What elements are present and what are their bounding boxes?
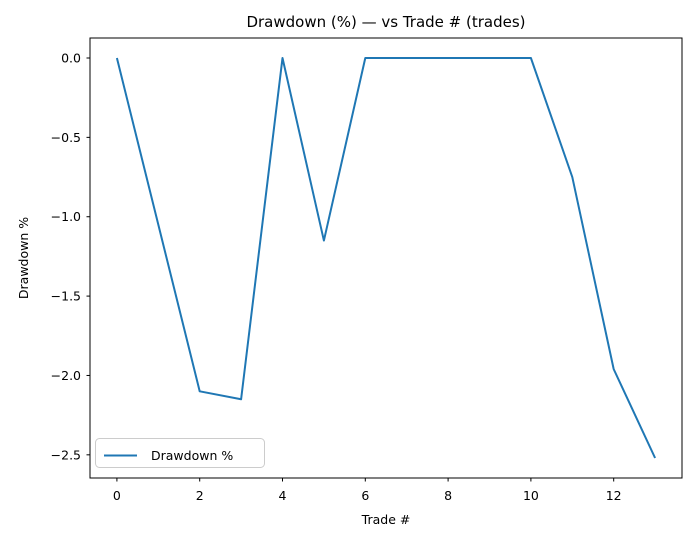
x-tick-label: 2 (196, 488, 204, 503)
y-tick-label: −0.5 (51, 130, 81, 145)
x-axis-label: Trade # (361, 512, 411, 527)
y-tick-label: −2.5 (51, 447, 81, 462)
y-tick-label: 0.0 (61, 51, 81, 66)
plot-background (90, 38, 682, 478)
x-tick-label: 4 (279, 488, 287, 503)
legend-label: Drawdown % (151, 448, 233, 463)
axis-ticks: 0 2 4 6 8 10 12 0.0 −0.5 −1.0 −1.5 −2.0 −2.5 (51, 51, 622, 504)
plot-border (89, 37, 683, 479)
y-tick-label: −1.0 (51, 209, 81, 224)
chart-title: Drawdown (%) — vs Trade # (trades) (246, 13, 525, 31)
x-tick-label: 0 (113, 488, 121, 503)
x-tick-label: 8 (444, 488, 452, 503)
y-tick-label: −1.5 (51, 289, 81, 304)
y-tick-label: −2.0 (51, 368, 81, 383)
y-axis-label: Drawdown % (16, 217, 31, 299)
legend-box (95, 438, 265, 468)
legend: Drawdown % (95, 438, 265, 468)
x-tick-label: 10 (523, 488, 539, 503)
data-line-drawdown- (115, 57, 656, 459)
x-tick-label: 6 (361, 488, 369, 503)
x-tick-label: 12 (606, 488, 622, 503)
data-series-layer (115, 57, 656, 459)
